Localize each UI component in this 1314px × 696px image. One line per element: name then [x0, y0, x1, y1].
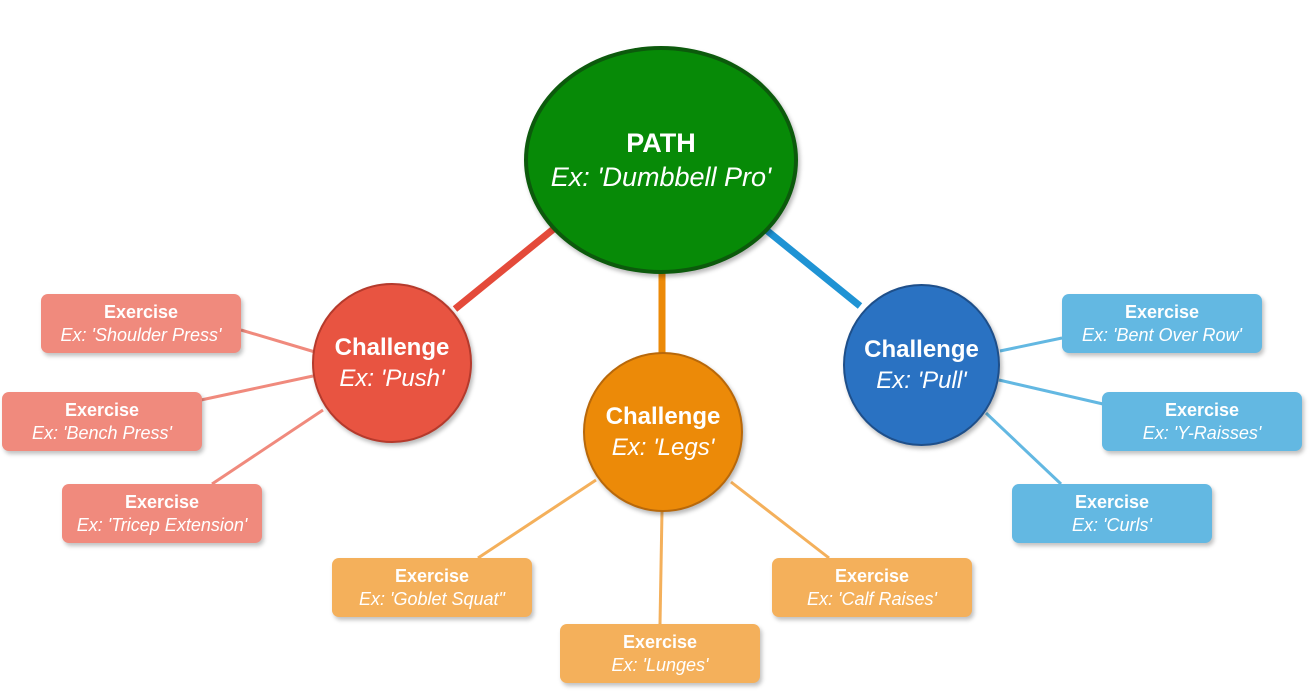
connector-legs-exercise-2	[658, 510, 664, 625]
challenge-pull-title: Challenge	[864, 336, 979, 363]
exercise-example: Ex: 'Curls'	[1072, 514, 1152, 535]
connector-legs-exercise-1	[477, 478, 597, 560]
connector-push-exercise-3	[211, 408, 324, 486]
exercise-example: Ex: 'Bench Press'	[32, 422, 172, 443]
exercise-example: Ex: 'Lunges'	[611, 654, 709, 675]
connector-pull-exercise-2	[998, 378, 1104, 406]
path-title: PATH	[626, 128, 696, 158]
challenge-push-example: Ex: 'Push'	[339, 365, 445, 392]
challenge-push-title: Challenge	[334, 334, 450, 361]
exercise-example: Ex: 'Bent Over Row'	[1082, 324, 1242, 345]
exercise-title: Exercise	[124, 491, 200, 512]
connector-path-pull	[762, 226, 863, 309]
exercise-title: Exercise	[64, 399, 140, 420]
exercise-title: Exercise	[394, 565, 470, 586]
exercise-title: Exercise	[1164, 399, 1240, 420]
exercise-example: Ex: 'Shoulder Press'	[60, 324, 222, 345]
exercise-example: Ex: 'Goblet Squat"	[359, 588, 505, 609]
exercise-example: Ex: 'Y-Raisses'	[1142, 422, 1262, 443]
exercise-title: Exercise	[1074, 491, 1150, 512]
connector-path-push	[452, 224, 559, 312]
connector-push-exercise-1	[240, 328, 316, 354]
challenge-push-node: Challenge Ex: 'Push'	[312, 283, 472, 443]
exercise-legs-goblet-squat: Exercise Ex: 'Goblet Squat"	[332, 558, 532, 617]
connector-pull-exercise-3	[984, 411, 1063, 486]
path-node: PATH Ex: 'Dumbbell Pro'	[524, 46, 798, 274]
exercise-example: Ex: 'Calf Raises'	[807, 588, 937, 609]
exercise-pull-y-raises: Exercise Ex: 'Y-Raisses'	[1102, 392, 1302, 451]
exercise-push-tricep-extension: Exercise Ex: 'Tricep Extension'	[62, 484, 262, 543]
challenge-legs-node: Challenge Ex: 'Legs'	[583, 352, 743, 512]
challenge-pull-node: Challenge Ex: 'Pull'	[843, 284, 1000, 446]
exercise-title: Exercise	[1124, 301, 1200, 322]
connector-push-exercise-2	[200, 374, 314, 402]
challenge-pull-example: Ex: 'Pull'	[876, 367, 967, 394]
exercise-legs-lunges: Exercise Ex: 'Lunges'	[560, 624, 760, 683]
exercise-example: Ex: 'Tricep Extension'	[76, 514, 248, 535]
exercise-title: Exercise	[103, 301, 179, 322]
exercise-title: Exercise	[622, 631, 698, 652]
connector-legs-exercise-3	[730, 480, 830, 560]
exercise-push-shoulder-press: Exercise Ex: 'Shoulder Press'	[41, 294, 241, 353]
connector-pull-exercise-1	[999, 336, 1063, 353]
exercise-push-bench-press: Exercise Ex: 'Bench Press'	[2, 392, 202, 451]
exercise-pull-bent-over-row: Exercise Ex: 'Bent Over Row'	[1062, 294, 1262, 353]
path-example: Ex: 'Dumbbell Pro'	[550, 162, 772, 192]
challenge-legs-example: Ex: 'Legs'	[611, 434, 715, 461]
challenge-legs-title: Challenge	[605, 403, 721, 430]
exercise-title: Exercise	[834, 565, 910, 586]
exercise-legs-calf-raises: Exercise Ex: 'Calf Raises'	[772, 558, 972, 617]
exercise-pull-curls: Exercise Ex: 'Curls'	[1012, 484, 1212, 543]
